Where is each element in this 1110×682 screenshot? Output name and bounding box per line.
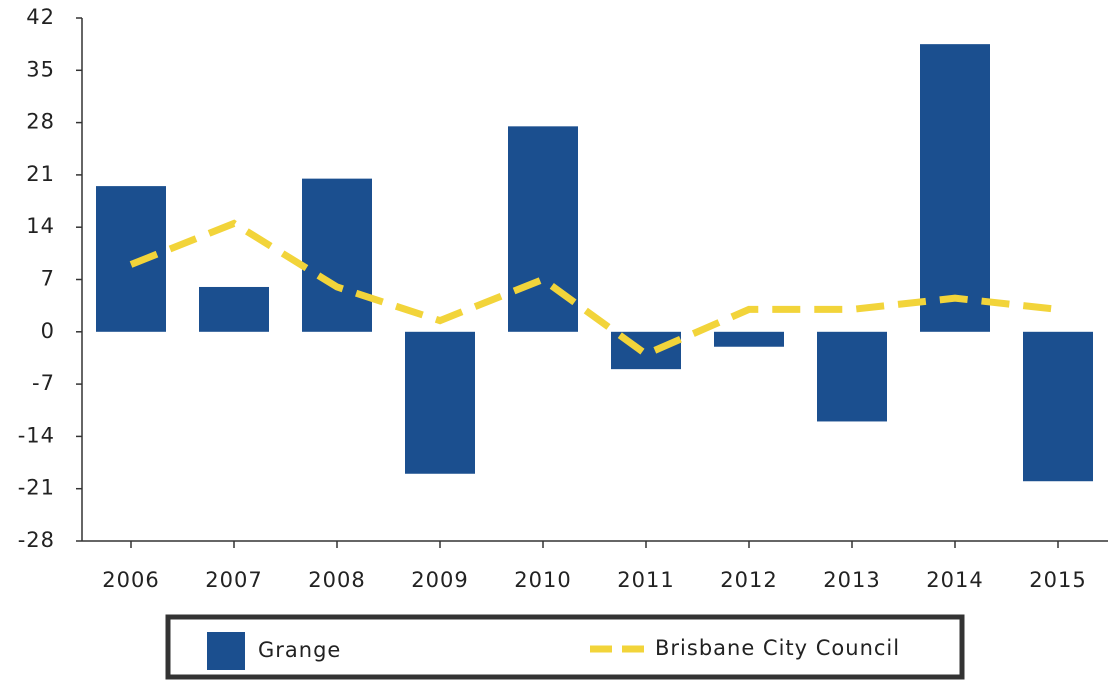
y-tick-label: -7 bbox=[32, 371, 55, 395]
legend-label: Grange bbox=[258, 638, 341, 662]
x-tick-label: 2006 bbox=[102, 568, 159, 592]
bar bbox=[817, 331, 887, 422]
x-tick-label: 2014 bbox=[926, 568, 983, 592]
y-tick-label: 21 bbox=[26, 162, 55, 186]
y-tick-label: 35 bbox=[26, 57, 55, 81]
x-tick-label: 2013 bbox=[823, 568, 880, 592]
x-tick-label: 2008 bbox=[308, 568, 365, 592]
bar bbox=[1023, 331, 1093, 482]
x-tick-label: 2011 bbox=[617, 568, 674, 592]
bar bbox=[920, 44, 990, 332]
bar bbox=[714, 331, 784, 347]
y-tick-label: -21 bbox=[18, 476, 55, 500]
y-tick-label: 28 bbox=[26, 110, 55, 134]
x-tick-label: 2007 bbox=[205, 568, 262, 592]
y-tick-label: -14 bbox=[18, 423, 55, 447]
bar bbox=[199, 286, 269, 332]
line-series bbox=[129, 219, 1059, 359]
legend-label: Brisbane City Council bbox=[655, 636, 900, 660]
x-tick-label: 2012 bbox=[720, 568, 777, 592]
x-tick-label: 2010 bbox=[514, 568, 571, 592]
y-tick-label: 42 bbox=[26, 5, 55, 29]
x-tick-label: 2015 bbox=[1029, 568, 1086, 592]
legend-swatch bbox=[207, 632, 245, 670]
bar bbox=[302, 178, 372, 332]
y-tick-label: -28 bbox=[18, 528, 55, 552]
y-tick-label: 0 bbox=[41, 319, 55, 343]
x-tick-label: 2009 bbox=[411, 568, 468, 592]
y-tick-label: 7 bbox=[41, 267, 55, 291]
bar bbox=[405, 331, 475, 474]
y-tick-label: 14 bbox=[26, 214, 55, 238]
legend-box bbox=[165, 614, 965, 680]
bar bbox=[96, 186, 166, 332]
